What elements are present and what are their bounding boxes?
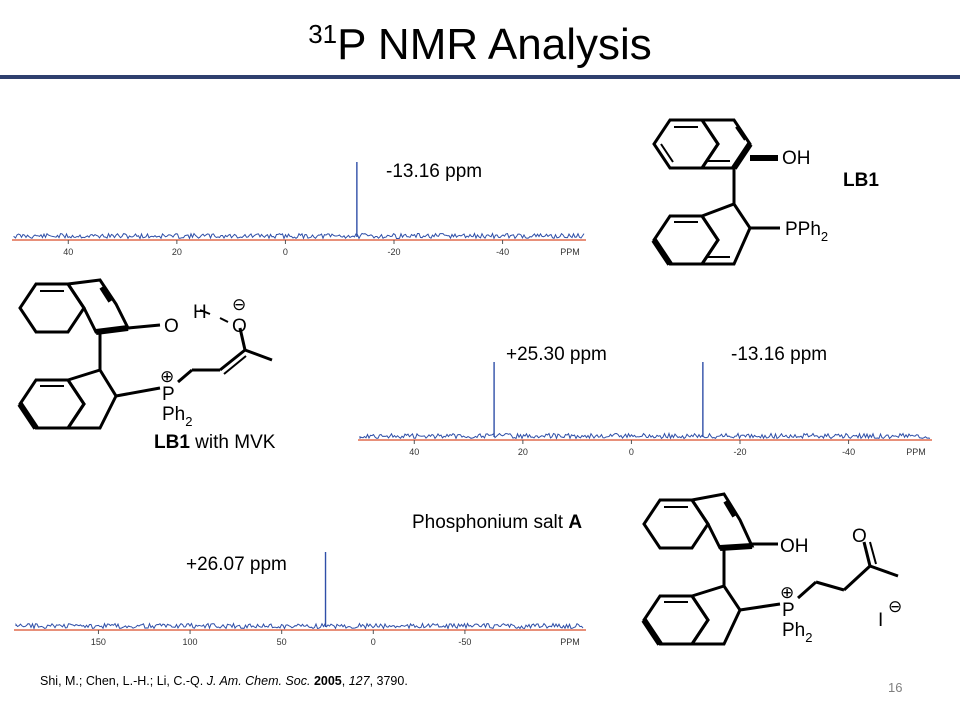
nmr-spectrum-2: 40 20 0 -20 -40 PPM — [358, 362, 932, 457]
axis-tick-label: -40 — [842, 447, 855, 457]
mvk-o2-label: O — [232, 316, 247, 337]
slide-title: 31P NMR Analysis — [0, 6, 960, 73]
spectrum-baseline — [13, 232, 585, 240]
mvk-h-label: H — [193, 302, 207, 323]
salt-name: Phosphonium salt A — [412, 512, 583, 533]
salt-p-label: P — [782, 600, 795, 621]
salt-ph-label: Ph2 — [782, 620, 812, 645]
axis-tick-label: 0 — [629, 447, 634, 457]
lb1-mvk-structure: O H O ⊖ ⊕ P Ph2 — [17, 278, 273, 430]
peak-label-spec1: -13.16 ppm — [386, 161, 483, 182]
axis-tick-label: 150 — [91, 637, 106, 647]
axis-tick-label: PPM — [906, 447, 926, 457]
salt-iodide-label: I — [878, 610, 883, 631]
axis-tick-label: PPM — [560, 637, 580, 647]
axis-tick-label: 40 — [63, 247, 73, 257]
axis-tick-label: -20 — [733, 447, 746, 457]
title-underline — [0, 75, 960, 79]
mvk-plus-sign: ⊕ — [160, 367, 174, 386]
phosphonium-salt-structure: OH O ⊕ P Ph2 I ⊖ — [641, 492, 902, 646]
lb1-oh-label: OH — [782, 148, 811, 169]
axis-tick-label: 20 — [172, 247, 182, 257]
salt-minus-sign: ⊖ — [888, 597, 902, 616]
nmr-spectrum-1: 40 20 0 -20 -40 PPM — [12, 162, 586, 257]
axis-tick-label: 50 — [277, 637, 287, 647]
salt-o-label: O — [852, 526, 867, 547]
citation: Shi, M.; Chen, L.-H.; Li, C.-Q. J. Am. C… — [40, 674, 408, 688]
axis-tick-label: -40 — [496, 247, 509, 257]
title-text: P NMR Analysis — [337, 20, 652, 69]
axis-tick-label: 20 — [518, 447, 528, 457]
axis-tick-label: 0 — [283, 247, 288, 257]
lb1-pph-label: PPh2 — [785, 219, 828, 244]
spectrum-baseline — [359, 431, 931, 440]
page-number: 16 — [888, 680, 903, 695]
axis-tick-label: 40 — [409, 447, 419, 457]
title-superscript: 31 — [308, 19, 338, 49]
peak-label-spec3: +26.07 ppm — [186, 554, 287, 575]
spectrum-baseline — [15, 622, 584, 631]
axis-tick-label: 0 — [371, 637, 376, 647]
peak-label-spec2-b: -13.16 ppm — [731, 344, 828, 365]
mvk-ph-label: Ph2 — [162, 404, 192, 429]
lb1-mvk-name: LB1 with MVK — [154, 432, 276, 453]
lb1-name: LB1 — [843, 170, 879, 191]
peak-label-spec2-a: +25.30 ppm — [506, 344, 607, 365]
axis-tick-label: 100 — [183, 637, 198, 647]
axis-tick-label: -20 — [387, 247, 400, 257]
mvk-p-label: P — [162, 384, 175, 405]
lb1-structure: OH PPh2 — [651, 118, 828, 266]
salt-oh-label: OH — [780, 536, 809, 557]
salt-plus-sign: ⊕ — [780, 583, 794, 602]
axis-tick-label: -50 — [458, 637, 471, 647]
mvk-minus-sign: ⊖ — [232, 295, 246, 314]
mvk-o1-label: O — [164, 316, 179, 337]
nmr-spectrum-3: 150 100 50 0 -50 PPM — [14, 552, 586, 647]
axis-tick-label: PPM — [560, 247, 580, 257]
